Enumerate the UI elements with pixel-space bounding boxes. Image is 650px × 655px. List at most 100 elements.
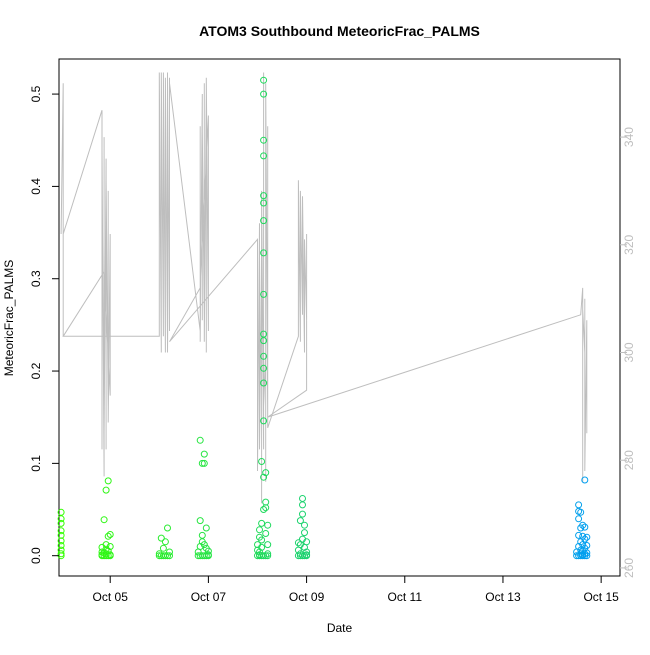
data-point [299,552,306,560]
data-point [260,330,268,338]
data-point [577,508,585,516]
x-tick-label: Oct 13 [485,590,521,604]
data-point [583,533,591,541]
data-point [260,379,268,387]
data-point [159,544,167,552]
data-point [104,547,112,555]
data-point [294,539,302,547]
data-point [581,476,589,484]
data-point [583,552,591,560]
x-tick-label: Oct 05 [93,590,129,604]
data-point [260,217,268,225]
data-point [200,541,208,549]
data-point [581,523,589,531]
data-point [575,531,583,539]
y2-tick-label: 300 [622,342,636,362]
data-point [575,515,583,523]
data-point [299,501,306,509]
data-point [196,517,204,525]
data-point [196,436,204,444]
data-point [166,552,173,560]
data-point [157,534,165,542]
data-point [57,508,65,516]
data-point [301,521,308,529]
data-point [258,519,266,527]
secondary-y-axis: 260 280 300 320 340 [620,127,636,578]
data-point [161,552,169,560]
data-point [102,486,110,494]
data-point [260,136,268,144]
points-group [57,76,591,560]
data-point [258,543,266,551]
data-point [57,550,65,558]
x-axis: Oct 05 Oct 07 Oct 09 Oct 11 Oct 13 Oct 15 [93,576,619,604]
data-point [256,551,263,559]
data-point [104,477,112,485]
x-tick-label: Oct 07 [191,590,227,604]
data-point [57,531,65,539]
x-tick-label: Oct 15 [583,590,619,604]
data-point [264,550,272,558]
data-point [303,551,311,559]
y-tick-label: 0.1 [29,455,43,472]
data-point [106,531,114,538]
data-point [256,526,263,534]
data-point [204,551,212,559]
data-point [579,521,587,529]
data-point [264,552,272,560]
data-point [106,543,114,550]
data-point [581,535,589,543]
y2-tick-label: 340 [622,127,636,147]
data-point [260,417,268,425]
data-point [299,535,306,543]
chart-title: ATOM3 Southbound MeteoricFrac_PALMS [199,23,480,39]
plot-frame [58,58,621,577]
secondary-line-group [60,72,588,504]
data-point [155,550,163,558]
data-point [166,548,173,556]
data-point [260,506,268,513]
data-point [262,504,270,512]
data-point [299,495,306,502]
y-tick-label: 0.3 [29,270,43,287]
y-axis: 0.0 0.1 0.2 0.3 0.4 0.5 [29,85,59,564]
y-tick-label: 0.5 [29,85,43,102]
data-point [100,516,108,524]
data-point [258,536,266,544]
data-point [258,458,266,465]
data-point [583,542,591,549]
data-point [262,530,270,537]
data-point [260,90,268,98]
x-tick-label: Oct 09 [289,590,325,604]
data-point [260,192,268,200]
data-point [260,352,268,360]
data-point [164,524,171,532]
x-axis-label: Date [327,621,353,635]
data-point [296,517,304,525]
data-point [202,544,210,552]
data-point [581,550,589,558]
data-point [200,450,208,458]
data-point [102,541,110,549]
data-point [161,538,169,546]
data-point [198,459,206,467]
data-point [104,532,112,540]
y2-tick-label: 280 [622,450,636,470]
y-tick-label: 0.2 [29,362,43,379]
data-point [57,546,65,554]
y-tick-label: 0.0 [29,547,43,564]
data-point [260,199,268,207]
data-point [198,531,206,539]
data-point [301,529,308,537]
data-point [264,541,272,549]
data-point [260,249,268,257]
data-point [260,290,268,298]
data-point [303,548,311,556]
data-point [164,552,171,560]
data-point [299,510,306,518]
data-point [575,501,583,509]
data-point [200,552,208,560]
secondary-series-line [60,72,588,504]
